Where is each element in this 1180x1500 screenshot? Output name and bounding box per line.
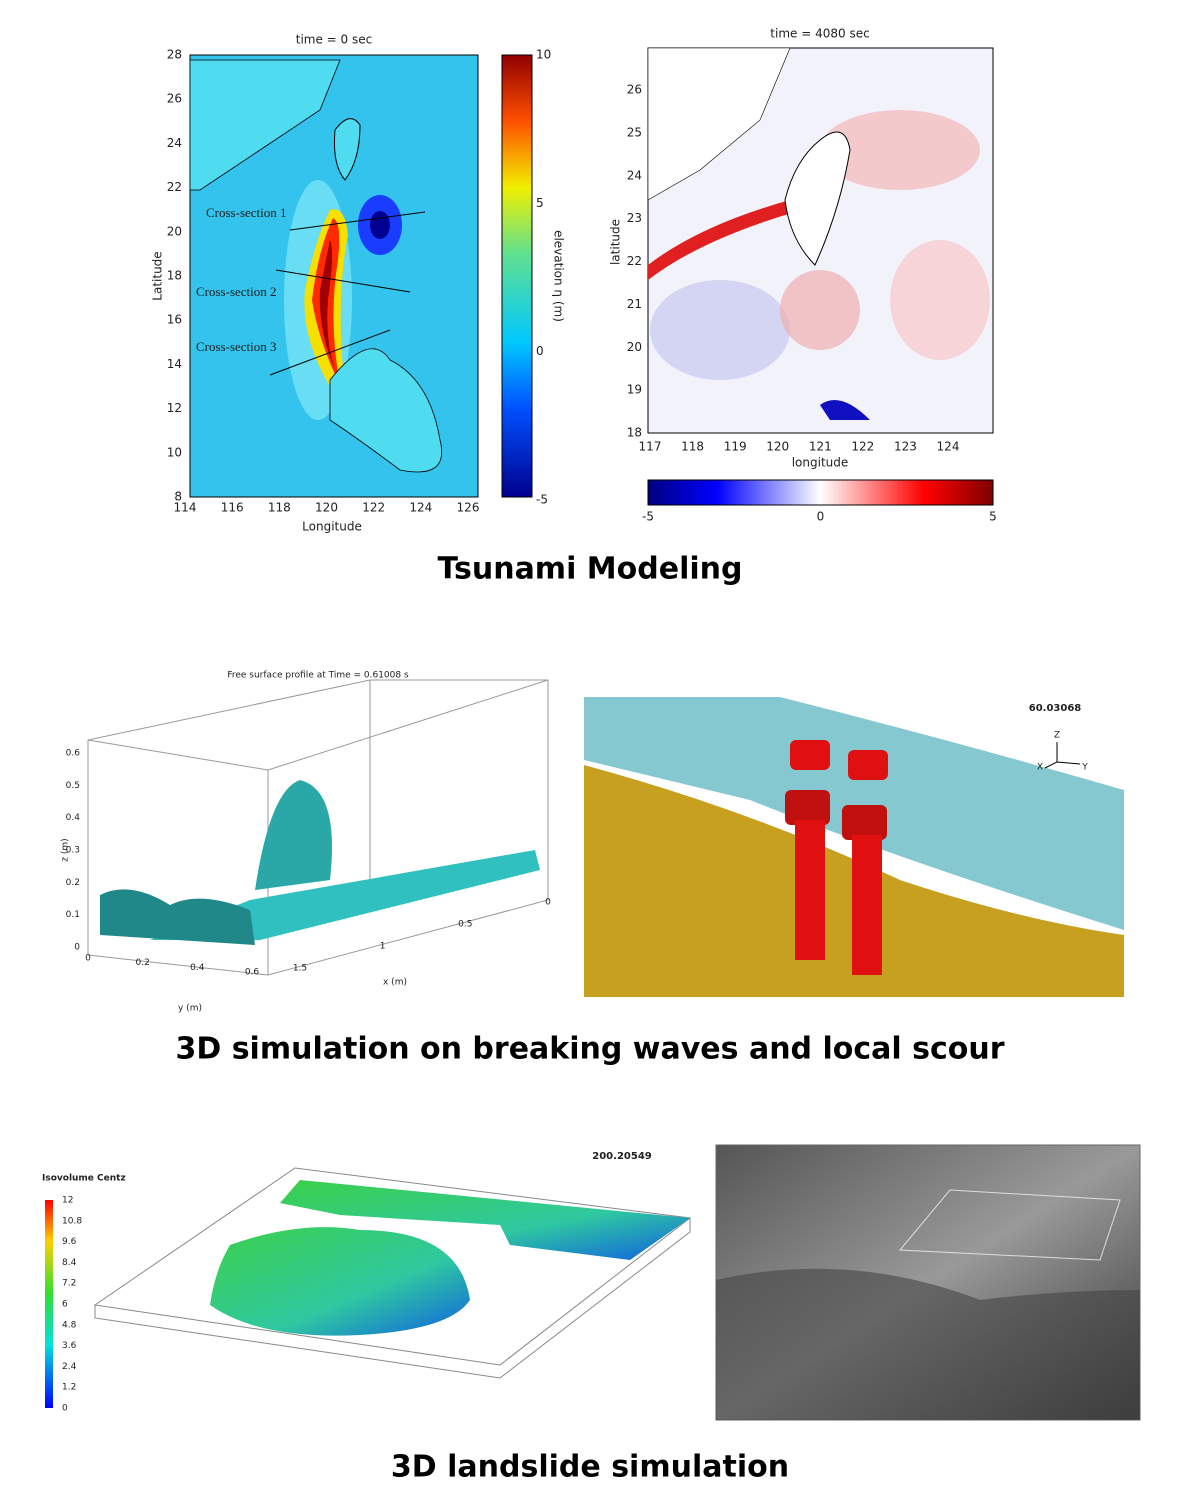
- tsunami-map-later: [647, 47, 994, 506]
- x-tick-label: 123: [894, 440, 917, 454]
- z-axis-label: z (m): [61, 838, 71, 861]
- x-tick-label: 114: [174, 501, 197, 515]
- colorbar-tick-label: 10: [536, 48, 551, 62]
- colorbar-tick-label: -5: [642, 510, 654, 524]
- section-caption: 3D simulation on breaking waves and loca…: [175, 1032, 1004, 1067]
- x-tick-label: 0: [545, 898, 551, 908]
- legend-tick-label: 9.6: [62, 1237, 77, 1247]
- y-tick-label: 26: [627, 83, 642, 97]
- x-tick-label: 0.5: [458, 920, 472, 930]
- z-tick-label: 0.3: [66, 846, 80, 856]
- y-tick-label: 14: [167, 357, 182, 371]
- x-tick-label: 126: [457, 501, 480, 515]
- z-tick-label: 0.2: [66, 878, 80, 888]
- y-axis-label: y (m): [178, 1004, 202, 1014]
- y-tick-label: 21: [627, 297, 642, 311]
- y-tick-label: 0.4: [190, 963, 205, 973]
- colorbar-tick-label: 0: [817, 510, 825, 524]
- legend-tick-label: 4.8: [62, 1320, 77, 1330]
- legend-tick-label: 7.2: [62, 1279, 76, 1289]
- x-axis-label: x (m): [383, 978, 407, 988]
- legend-title: Isovolume Centz: [42, 1174, 126, 1184]
- legend-tick-label: 3.6: [62, 1341, 77, 1351]
- plot-title: Free surface profile at Time = 0.61008 s: [227, 671, 409, 681]
- z-tick-label: 0.5: [66, 781, 80, 791]
- axis-triad: [1044, 742, 1081, 769]
- axis-triad-label: X: [1037, 763, 1043, 773]
- axis-triad-label: Y: [1081, 763, 1088, 773]
- y-tick-label: 24: [167, 136, 182, 150]
- axis-triad-label: Z: [1054, 731, 1060, 741]
- x-tick-label: 118: [268, 501, 291, 515]
- legend-tick-label: 1.2: [62, 1383, 76, 1393]
- x-tick-label: 1.5: [293, 964, 307, 974]
- y-axis-label: Latitude: [151, 251, 165, 300]
- annotation: Cross-section 2: [196, 284, 277, 299]
- y-tick-label: 0: [85, 954, 91, 964]
- x-tick-label: 117: [639, 440, 662, 454]
- legend-tick-label: 0: [62, 1404, 68, 1414]
- z-tick-label: 0: [74, 943, 80, 953]
- y-tick-label: 0.6: [245, 968, 260, 978]
- y-tick-label: 23: [627, 211, 642, 225]
- x-tick-label: 116: [221, 501, 244, 515]
- colorbar-tick-label: 0: [536, 344, 544, 358]
- colorbar-tick-label: 5: [536, 196, 544, 210]
- z-tick-label: 0.1: [66, 910, 80, 920]
- tsunami-map-initial: [189, 54, 533, 498]
- x-tick-label: 124: [937, 440, 960, 454]
- breaking-wave-plot: [87, 679, 549, 976]
- section-caption: Tsunami Modeling: [438, 552, 743, 587]
- x-tick-label: 119: [724, 440, 747, 454]
- legend-tick-label: 6: [62, 1300, 68, 1310]
- z-tick-label: 0.6: [66, 749, 81, 759]
- plot-title: time = 0 sec: [296, 33, 372, 47]
- x-axis-label: longitude: [792, 456, 849, 470]
- annotation: Cross-section 1: [206, 205, 287, 220]
- x-axis-label: Longitude: [302, 520, 362, 534]
- landslide-plot: [45, 1144, 1141, 1421]
- x-tick-label: 122: [851, 440, 874, 454]
- y-tick-label: 0.2: [136, 958, 150, 968]
- y-tick-label: 25: [627, 125, 642, 139]
- z-tick-label: 0.4: [66, 813, 81, 823]
- y-tick-label: 22: [627, 254, 642, 268]
- y-tick-label: 26: [167, 92, 182, 106]
- y-tick-label: 18: [167, 269, 182, 283]
- legend-tick-label: 10.8: [62, 1216, 82, 1226]
- y-tick-label: 12: [167, 401, 182, 415]
- y-tick-label: 20: [627, 340, 642, 354]
- y-tick-label: 16: [167, 313, 182, 327]
- y-tick-label: 22: [167, 180, 182, 194]
- y-tick-label: 24: [627, 168, 642, 182]
- legend-tick-label: 12: [62, 1196, 73, 1206]
- x-tick-label: 1: [380, 942, 386, 952]
- colorbar-label: elevation η (m): [552, 230, 566, 322]
- y-tick-label: 20: [167, 224, 182, 238]
- x-tick-label: 122: [362, 501, 385, 515]
- y-axis-label: latitude: [609, 219, 623, 265]
- y-tick-label: 19: [627, 383, 642, 397]
- local-scour-image: [584, 697, 1124, 997]
- x-tick-label: 120: [315, 501, 338, 515]
- y-tick-label: 10: [167, 445, 182, 459]
- colorbar-tick-label: -5: [536, 493, 548, 507]
- colorbar-tick-label: 5: [989, 510, 997, 524]
- x-tick-label: 121: [809, 440, 832, 454]
- annotation: Cross-section 3: [196, 339, 277, 354]
- section-caption: 3D landslide simulation: [391, 1450, 789, 1485]
- legend-tick-label: 8.4: [62, 1258, 77, 1268]
- y-tick-label: 8: [174, 490, 182, 504]
- y-tick-label: 18: [627, 426, 642, 440]
- x-tick-label: 124: [409, 501, 432, 515]
- x-tick-label: 118: [681, 440, 704, 454]
- time-stamp: 60.03068: [1029, 703, 1082, 714]
- y-tick-label: 28: [167, 48, 182, 62]
- x-tick-label: 120: [766, 440, 789, 454]
- legend-tick-label: 2.4: [62, 1362, 77, 1372]
- plot-title: time = 4080 sec: [770, 27, 869, 41]
- time-stamp: 200.20549: [592, 1151, 652, 1162]
